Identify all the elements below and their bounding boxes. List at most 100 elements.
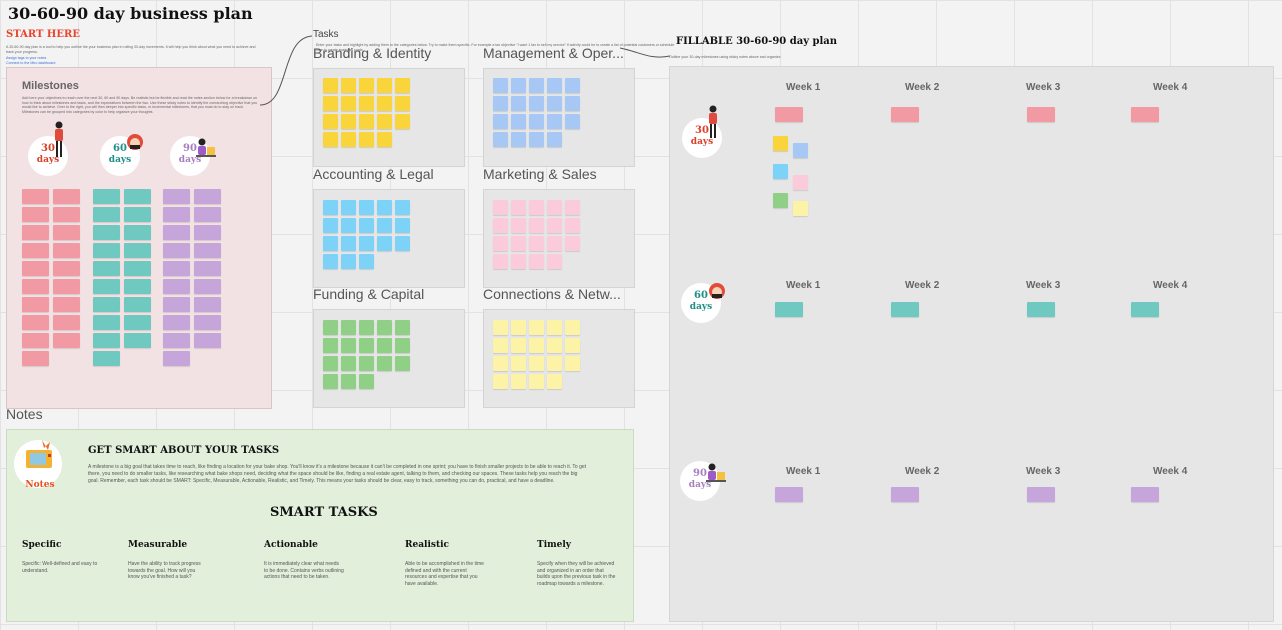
sticky-note[interactable]: [323, 132, 338, 147]
sticky-note[interactable]: [547, 254, 562, 269]
sticky-note[interactable]: [547, 236, 562, 251]
sticky-note[interactable]: [565, 218, 580, 233]
sticky-note[interactable]: [163, 261, 190, 276]
sticky-note[interactable]: [565, 96, 580, 111]
sticky-note[interactable]: [93, 207, 120, 222]
sticky-note[interactable]: [793, 143, 808, 158]
sticky-note[interactable]: [22, 351, 49, 366]
sticky-note[interactable]: [395, 114, 410, 129]
sticky-note[interactable]: [377, 78, 392, 93]
sticky-note[interactable]: [493, 356, 508, 371]
sticky-note[interactable]: [359, 356, 374, 371]
sticky-note[interactable]: [341, 200, 356, 215]
sticky-note[interactable]: [124, 261, 151, 276]
sticky-note[interactable]: [359, 374, 374, 389]
sticky-note[interactable]: [793, 201, 808, 216]
sticky-note[interactable]: [323, 254, 338, 269]
sticky-note[interactable]: [194, 261, 221, 276]
sticky-note[interactable]: [377, 114, 392, 129]
sticky-note[interactable]: [194, 189, 221, 204]
sticky-note[interactable]: [93, 297, 120, 312]
sticky-note[interactable]: [22, 243, 49, 258]
sticky-note[interactable]: [359, 114, 374, 129]
sticky-note[interactable]: [163, 297, 190, 312]
sticky-note[interactable]: [124, 243, 151, 258]
sticky-note[interactable]: [53, 207, 80, 222]
sticky-note[interactable]: [22, 333, 49, 348]
sticky-note[interactable]: [341, 78, 356, 93]
sticky-note[interactable]: [395, 78, 410, 93]
sticky-note[interactable]: [93, 315, 120, 330]
sticky-note[interactable]: [395, 218, 410, 233]
sticky-note[interactable]: [493, 114, 508, 129]
sticky-note[interactable]: [493, 338, 508, 353]
sticky-note[interactable]: [529, 320, 544, 335]
sticky-note[interactable]: [493, 374, 508, 389]
sticky-note[interactable]: [323, 114, 338, 129]
sticky-note[interactable]: [22, 297, 49, 312]
sticky-note[interactable]: [359, 254, 374, 269]
sticky-note[interactable]: [775, 487, 803, 502]
sticky-note[interactable]: [493, 200, 508, 215]
fillable-frame[interactable]: [669, 66, 1274, 622]
sticky-note[interactable]: [124, 297, 151, 312]
sticky-note[interactable]: [1131, 107, 1159, 122]
sticky-note[interactable]: [323, 374, 338, 389]
sticky-note[interactable]: [22, 225, 49, 240]
sticky-note[interactable]: [93, 225, 120, 240]
sticky-note[interactable]: [529, 114, 544, 129]
sticky-note[interactable]: [377, 356, 392, 371]
sticky-note[interactable]: [493, 78, 508, 93]
sticky-note[interactable]: [93, 351, 120, 366]
sticky-note[interactable]: [775, 302, 803, 317]
sticky-note[interactable]: [773, 136, 788, 151]
sticky-note[interactable]: [565, 320, 580, 335]
sticky-note[interactable]: [22, 279, 49, 294]
sticky-note[interactable]: [511, 356, 526, 371]
sticky-note[interactable]: [773, 193, 788, 208]
sticky-note[interactable]: [529, 356, 544, 371]
sticky-note[interactable]: [194, 315, 221, 330]
link-dashboard[interactable]: Connect to the Miro dashboard: [6, 61, 56, 65]
sticky-note[interactable]: [511, 254, 526, 269]
sticky-note[interactable]: [511, 114, 526, 129]
sticky-note[interactable]: [93, 189, 120, 204]
sticky-note[interactable]: [377, 338, 392, 353]
sticky-note[interactable]: [891, 107, 919, 122]
sticky-note[interactable]: [377, 218, 392, 233]
sticky-note[interactable]: [529, 338, 544, 353]
sticky-note[interactable]: [511, 338, 526, 353]
sticky-note[interactable]: [547, 78, 562, 93]
sticky-note[interactable]: [53, 297, 80, 312]
sticky-note[interactable]: [323, 320, 338, 335]
sticky-note[interactable]: [511, 132, 526, 147]
sticky-note[interactable]: [359, 96, 374, 111]
sticky-note[interactable]: [547, 96, 562, 111]
sticky-note[interactable]: [124, 207, 151, 222]
notes-frame[interactable]: [6, 429, 634, 622]
sticky-note[interactable]: [565, 200, 580, 215]
sticky-note[interactable]: [493, 254, 508, 269]
sticky-note[interactable]: [341, 132, 356, 147]
link-tags[interactable]: Assign tags to your notes: [6, 56, 47, 60]
sticky-note[interactable]: [194, 279, 221, 294]
sticky-note[interactable]: [53, 189, 80, 204]
sticky-note[interactable]: [341, 96, 356, 111]
sticky-note[interactable]: [377, 236, 392, 251]
sticky-note[interactable]: [547, 374, 562, 389]
sticky-note[interactable]: [323, 78, 338, 93]
sticky-note[interactable]: [395, 200, 410, 215]
sticky-note[interactable]: [377, 132, 392, 147]
sticky-note[interactable]: [341, 254, 356, 269]
sticky-note[interactable]: [891, 487, 919, 502]
sticky-note[interactable]: [194, 207, 221, 222]
sticky-note[interactable]: [395, 356, 410, 371]
sticky-note[interactable]: [53, 279, 80, 294]
sticky-note[interactable]: [1131, 487, 1159, 502]
sticky-note[interactable]: [395, 96, 410, 111]
sticky-note[interactable]: [359, 132, 374, 147]
sticky-note[interactable]: [124, 225, 151, 240]
sticky-note[interactable]: [511, 320, 526, 335]
sticky-note[interactable]: [93, 333, 120, 348]
sticky-note[interactable]: [547, 132, 562, 147]
